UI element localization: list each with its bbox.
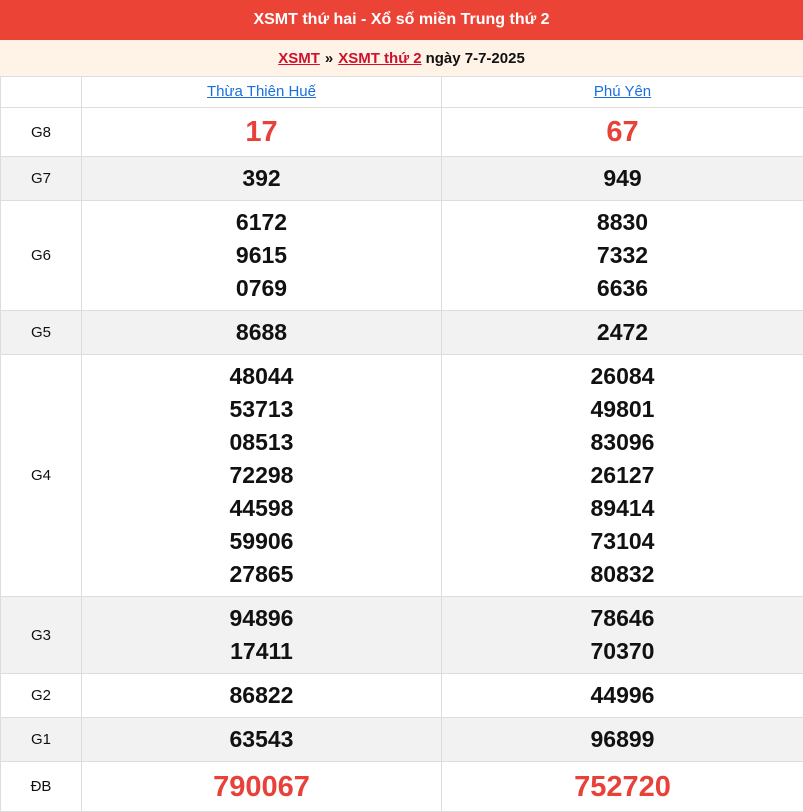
prize-cell-p2: 96899 xyxy=(442,718,803,762)
prize-number: 78646 xyxy=(442,602,803,635)
prize-number: 7332 xyxy=(442,239,803,272)
prize-number: 89414 xyxy=(442,492,803,525)
prize-cell-p1: 392 xyxy=(82,157,442,201)
province-header-row: Thừa Thiên Huế Phú Yên xyxy=(1,77,803,108)
prize-cell-p2: 949 xyxy=(442,157,803,201)
prize-number: 83096 xyxy=(442,426,803,459)
prize-cell-p2: 2472 xyxy=(442,311,803,355)
prize-label: G7 xyxy=(1,157,82,201)
prize-number: 67 xyxy=(442,112,803,152)
prize-number: 63543 xyxy=(82,723,441,756)
prize-number: 8688 xyxy=(82,316,441,349)
prize-number: 0769 xyxy=(82,272,441,305)
prize-number: 59906 xyxy=(82,525,441,558)
prize-number: 53713 xyxy=(82,393,441,426)
draw-date: ngày 7-7-2025 xyxy=(426,50,525,67)
prize-cell-p1: 790067 xyxy=(82,762,442,812)
prize-number: 949 xyxy=(442,162,803,195)
breadcrumb: XSMT » XSMT thứ 2 ngày 7-7-2025 xyxy=(0,40,803,76)
breadcrumb-link-xsmt-thu-2[interactable]: XSMT thứ 2 xyxy=(338,50,421,67)
breadcrumb-link-xsmt[interactable]: XSMT xyxy=(278,50,320,67)
breadcrumb-separator: » xyxy=(325,50,333,67)
province-link-1[interactable]: Thừa Thiên Huế xyxy=(207,83,316,100)
page-title: XSMT thứ hai - Xổ số miền Trung thứ 2 xyxy=(0,0,803,40)
prize-number: 8830 xyxy=(442,206,803,239)
prize-number: 70370 xyxy=(442,635,803,668)
prize-number: 27865 xyxy=(82,558,441,591)
prize-number: 2472 xyxy=(442,316,803,349)
prize-number: 44996 xyxy=(442,679,803,712)
prize-number: 49801 xyxy=(442,393,803,426)
empty-header-cell xyxy=(1,77,82,108)
prize-label: G2 xyxy=(1,674,82,718)
prize-number: 790067 xyxy=(82,767,441,807)
prize-cell-p1: 63543 xyxy=(82,718,442,762)
prize-number: 48044 xyxy=(82,360,441,393)
prize-number: 6636 xyxy=(442,272,803,305)
prize-cell-p1: 17 xyxy=(82,108,442,157)
prize-number: 26084 xyxy=(442,360,803,393)
prize-number: 44598 xyxy=(82,492,441,525)
prize-number: 17411 xyxy=(82,635,441,668)
prize-number: 08513 xyxy=(82,426,441,459)
prize-number: 392 xyxy=(82,162,441,195)
prize-cell-p1: 8688 xyxy=(82,311,442,355)
prize-label: G3 xyxy=(1,597,82,674)
prize-label: G1 xyxy=(1,718,82,762)
prize-number: 6172 xyxy=(82,206,441,239)
prize-cell-p1: 86822 xyxy=(82,674,442,718)
prize-number: 86822 xyxy=(82,679,441,712)
prize-label: G8 xyxy=(1,108,82,157)
prize-label: G4 xyxy=(1,355,82,597)
prize-number: 26127 xyxy=(442,459,803,492)
prize-number: 9615 xyxy=(82,239,441,272)
prize-cell-p2: 67 xyxy=(442,108,803,157)
prize-number: 96899 xyxy=(442,723,803,756)
province-link-2[interactable]: Phú Yên xyxy=(594,83,651,100)
prize-label: G5 xyxy=(1,311,82,355)
prize-number: 72298 xyxy=(82,459,441,492)
prize-number: 94896 xyxy=(82,602,441,635)
prize-number: 752720 xyxy=(442,767,803,807)
prize-number: 80832 xyxy=(442,558,803,591)
prize-cell-p2: 44996 xyxy=(442,674,803,718)
prize-label: ĐB xyxy=(1,762,82,812)
prize-label: G6 xyxy=(1,201,82,311)
prize-number: 17 xyxy=(82,112,441,152)
prize-cell-p2: 752720 xyxy=(442,762,803,812)
prize-number: 73104 xyxy=(442,525,803,558)
